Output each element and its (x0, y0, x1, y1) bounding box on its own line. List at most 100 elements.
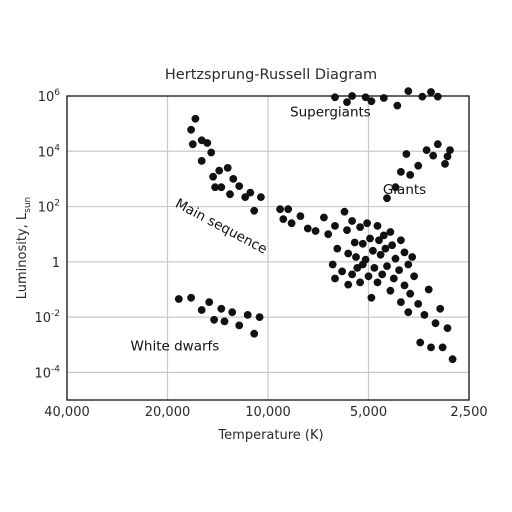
star-point (241, 193, 250, 202)
star-point (367, 293, 376, 302)
star-point (187, 293, 196, 302)
y-tick-base: 10 (34, 366, 51, 381)
grid-lines (67, 96, 469, 400)
star-point (235, 321, 244, 330)
star-point (203, 139, 212, 147)
star-point (386, 286, 395, 295)
annotation-label: Main sequence (172, 196, 269, 258)
star-point (416, 338, 425, 347)
star-point (284, 205, 293, 214)
star-point (328, 260, 337, 269)
y-tick-label: 1 (52, 256, 60, 271)
star-point (402, 150, 411, 158)
star-point (443, 152, 452, 161)
star-point (235, 182, 244, 191)
star-point (228, 308, 237, 317)
star-point (276, 205, 284, 214)
star-point (438, 343, 447, 352)
star-point (446, 146, 454, 155)
y-tick-exponent: 4 (54, 143, 60, 153)
star-point (433, 140, 442, 149)
star-point (431, 319, 440, 328)
star-point (369, 246, 377, 255)
star-point (378, 270, 387, 279)
star-point (406, 289, 415, 298)
chart-title: Hertzsprung-Russell Diagram (165, 67, 377, 83)
x-tick-label: 5,000 (350, 405, 387, 420)
star-point (352, 253, 360, 261)
star-point (441, 160, 449, 168)
star-point (211, 183, 220, 192)
star-point (429, 151, 438, 160)
y-tick-base: 10 (38, 145, 55, 160)
x-axis-label: Temperature (K) (217, 428, 323, 443)
y-tick-base: 10 (34, 311, 51, 326)
y-tick-exponent: 2 (54, 199, 60, 209)
star-point (344, 249, 353, 258)
star-point (376, 250, 385, 259)
star-point (209, 172, 218, 181)
annotation-label: Giants (383, 182, 426, 198)
y-tick-label: 10-2 (34, 309, 60, 326)
star-point (356, 278, 364, 287)
star-point (391, 254, 400, 263)
star-point (373, 278, 382, 287)
star-point (406, 171, 415, 179)
star-point (379, 94, 388, 102)
star-point (348, 92, 356, 100)
plot-frame (66, 95, 470, 401)
star-point (366, 234, 374, 243)
star-point (422, 146, 431, 155)
star-point (296, 212, 305, 221)
star-point (320, 213, 328, 222)
y-tick-label: 104 (38, 143, 61, 160)
data-points (174, 87, 457, 364)
star-point (386, 228, 395, 236)
star-point (427, 343, 435, 352)
star-point (197, 157, 206, 165)
star-point (367, 97, 376, 106)
star-point (344, 280, 353, 289)
star-point (343, 226, 351, 235)
star-point (191, 114, 200, 123)
star-point (414, 300, 423, 308)
star-point (388, 241, 396, 250)
star-point (217, 183, 226, 192)
star-point (226, 190, 234, 199)
star-point (331, 222, 339, 230)
star-point (375, 236, 383, 245)
star-point (414, 161, 423, 170)
star-point (223, 164, 232, 172)
star-point (448, 355, 457, 364)
annotation-label: White dwarfs (131, 338, 220, 354)
star-point (420, 311, 429, 319)
star-point (379, 231, 388, 240)
star-point (279, 215, 288, 224)
star-point (370, 264, 379, 272)
star-point (215, 166, 224, 175)
star-point (303, 224, 312, 233)
star-point (210, 315, 219, 324)
star-point (250, 206, 259, 215)
star-point (373, 222, 382, 230)
star-point (229, 175, 238, 183)
star-point (443, 324, 452, 332)
star-point (427, 88, 435, 96)
star-point (418, 92, 427, 101)
star-point (424, 285, 433, 294)
star-point (383, 262, 391, 270)
star-point (197, 306, 206, 314)
y-tick-exponent: -4 (51, 364, 60, 374)
star-point (361, 93, 370, 102)
star-point (257, 193, 265, 202)
star-point (311, 227, 320, 235)
star-point (436, 304, 445, 313)
star-point (433, 92, 442, 101)
y-axis-label: Luminosity, Lsun (15, 197, 33, 300)
star-point (331, 274, 339, 283)
x-tick-label: 10,000 (245, 405, 291, 420)
star-point (397, 236, 405, 245)
y-tick-exponent: -2 (51, 309, 60, 319)
